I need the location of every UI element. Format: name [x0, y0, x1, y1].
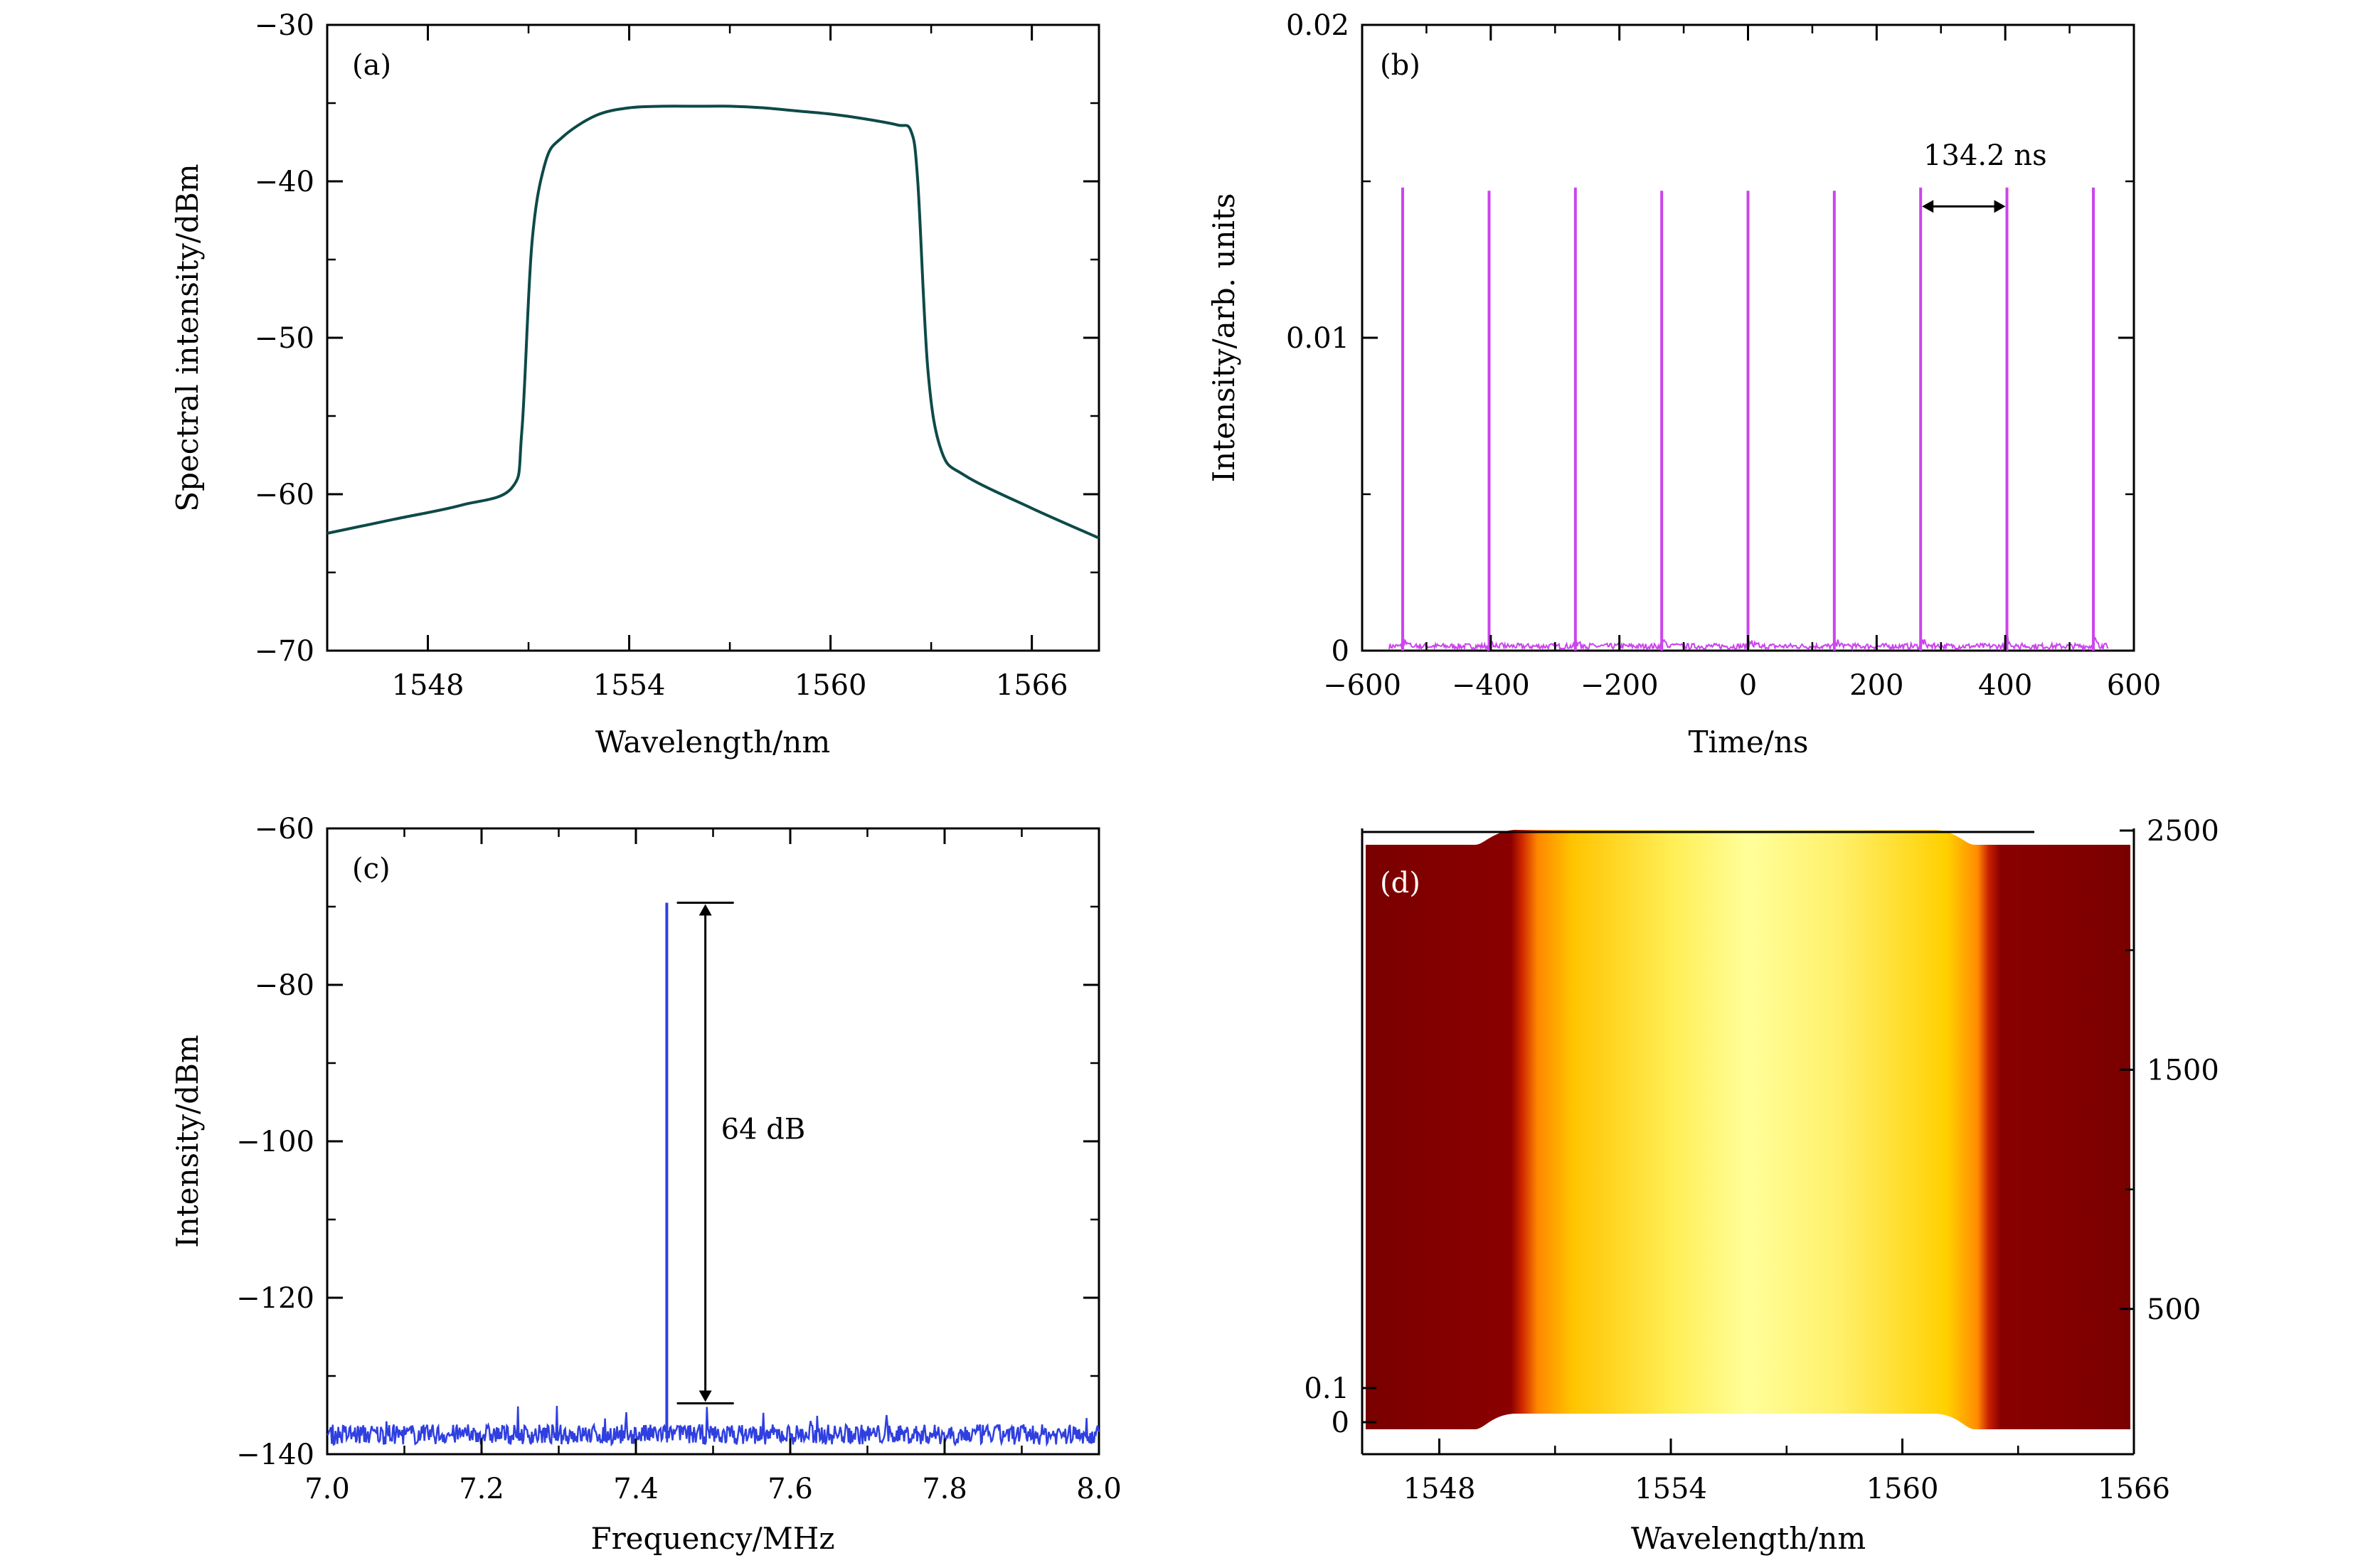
panel-b-xtick-label: 400 — [1978, 669, 2032, 702]
panel-c-ytick-label: −80 — [255, 969, 314, 1002]
panel-c-label: (c) — [352, 853, 391, 885]
panel-c-xtick-label: 7.6 — [767, 1473, 813, 1505]
panel-c-ylabel: Intensity/dBm — [170, 1035, 205, 1248]
panel-b-xtick-label: −600 — [1323, 669, 1401, 702]
panel-c-frame — [326, 827, 1100, 1456]
panel-a-xtick-label: 1554 — [593, 669, 666, 702]
panel-c-xtick-label: 8.0 — [1076, 1473, 1122, 1505]
panel-a-spectrum-line — [326, 105, 1100, 540]
panel-c-xtick-label: 7.4 — [613, 1473, 659, 1505]
panel-a-xlabel: Wavelength/nm — [595, 725, 830, 759]
panel-d-xlabel: Wavelength/nm — [1631, 1521, 1866, 1556]
panel-c-ytick-label: −140 — [236, 1439, 314, 1471]
panel-d-evolution-map: 1548 1554 1560 1566 0.10 2500 1500 500 (d) Wave… — [1304, 815, 2219, 1556]
panel-b-period-annotation — [1922, 200, 2006, 213]
panel-d-right-tick-label: 1500 — [2147, 1054, 2219, 1087]
panel-d-xtick-label: 1560 — [1866, 1473, 1939, 1505]
panel-d-right-tick-label: 500 — [2147, 1293, 2201, 1326]
panel-c-ytick-label: −100 — [236, 1126, 314, 1158]
panel-a-label: (a) — [352, 49, 391, 82]
panel-a-xtick-label: 1566 — [996, 669, 1068, 702]
panel-d-right-tick-label: 2500 — [2147, 815, 2219, 848]
panel-c-noise-floor — [326, 1405, 1100, 1447]
panel-c-snr-annotation — [676, 902, 734, 1404]
panel-c-xtick-label: 7.2 — [459, 1473, 504, 1505]
panel-b-xtick-label: 0 — [1739, 669, 1757, 702]
panel-c-arrow-down — [698, 1390, 712, 1402]
panel-b-arrow-left — [1922, 200, 1934, 213]
panel-b-ytick-label: 0 — [1332, 635, 1349, 668]
panel-a-xtick-label: 1548 — [392, 669, 464, 702]
panel-b-label: (b) — [1380, 49, 1420, 82]
panel-b-xtick-label: −400 — [1452, 669, 1530, 702]
panel-b-xtick-label: −200 — [1581, 669, 1659, 702]
panel-d-xtick-label: 1566 — [2098, 1473, 2170, 1505]
panel-b-xtick-label: 200 — [1849, 669, 1903, 702]
panel-b-xlabel: Time/ns — [1689, 725, 1809, 759]
panel-c-xlabel: Frequency/MHz — [590, 1521, 834, 1556]
panel-c-snr-label: 64 dB — [721, 1114, 806, 1146]
panel-d-xtick-label: 1554 — [1635, 1473, 1707, 1505]
panel-d-xtick-label: 1548 — [1403, 1473, 1476, 1505]
panel-d-left-tick-label: 0 — [1332, 1407, 1349, 1439]
panel-b-pulse-train: −600 −400 −200 0 200 400 600 0 0.01 0.02 134.2 ns… — [1206, 9, 2161, 759]
panel-d-label: (d) — [1380, 867, 1420, 900]
panel-a-frame — [326, 23, 1100, 652]
panel-a-ytick-label: −60 — [255, 479, 314, 511]
panel-a-ytick-label: −50 — [255, 322, 314, 355]
panel-b-arrow-right — [1994, 200, 2006, 213]
panel-c-ytick-label: −120 — [236, 1282, 314, 1315]
panel-b-ytick-label: 0.01 — [1286, 322, 1349, 355]
panel-c-arrow-up — [698, 904, 712, 916]
panel-c-xtick-label: 7.0 — [304, 1473, 350, 1505]
panel-a-ytick-label: −40 — [255, 166, 314, 198]
panel-d-left-tick-label: 0.1 — [1304, 1372, 1349, 1405]
panel-a-spectrum: 1548 1554 1560 1566 −30 −40 −50 −60 −70 (a) Wave… — [170, 9, 1100, 759]
panel-a-ytick-label: −70 — [255, 635, 314, 668]
panel-c-xtick-label: 7.8 — [922, 1473, 967, 1505]
panel-a-ylabel: Spectral intensity/dBm — [170, 164, 205, 511]
panel-b-ytick-label: 0.02 — [1286, 9, 1349, 42]
panel-a-xtick-label: 1560 — [795, 669, 867, 702]
panel-d-heatmap-surface — [1366, 830, 2130, 1429]
panel-b-xtick-label: 600 — [2107, 669, 2161, 702]
panel-b-ylabel: Intensity/arb. units — [1206, 193, 1241, 483]
panel-c-rf-spectrum: 7.0 7.2 7.4 7.6 7.8 8.0 −60 −80 −100 −120 −140 64 … — [170, 813, 1122, 1556]
panel-c-ytick-label: −60 — [255, 813, 314, 845]
panel-b-period-label: 134.2 ns — [1923, 139, 2047, 172]
panel-a-ytick-label: −30 — [255, 9, 314, 42]
